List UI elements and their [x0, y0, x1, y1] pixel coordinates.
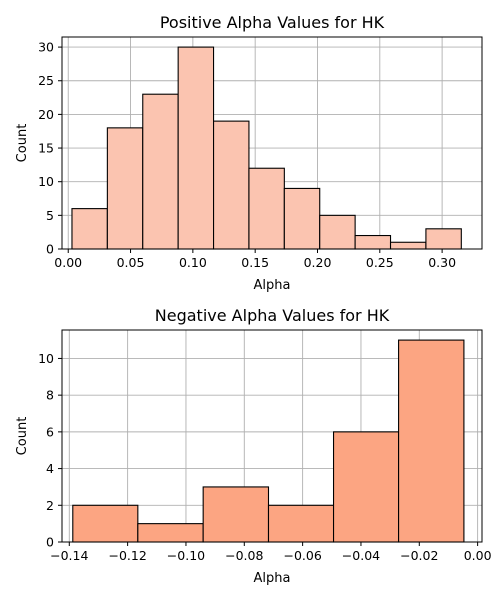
y-tick-label: 5 [46, 208, 54, 223]
axis-ticks: −0.14 −0.12 −0.10 −0.08 −0.06 −0.04 −0.02 0.00 0… [38, 351, 491, 563]
histogram-bar [72, 504, 139, 543]
y-axis-label: Count [15, 417, 30, 456]
histogram-bar [71, 208, 108, 250]
histogram-bar [398, 339, 465, 543]
negative-alpha-histogram: −0.14 −0.12 −0.10 −0.08 −0.06 −0.04 −0.02 0.00 0… [15, 306, 492, 586]
x-tick-label: 0.10 [179, 255, 207, 270]
y-tick-label: 6 [46, 424, 54, 439]
y-tick-label: 0 [46, 242, 54, 257]
histogram-bar [425, 228, 462, 250]
x-tick-label: −0.02 [400, 548, 438, 563]
x-tick-label: −0.10 [167, 548, 205, 563]
y-tick-label: 25 [38, 73, 54, 88]
plot-frame [61, 329, 483, 543]
histogram-bar [389, 241, 427, 250]
histogram-bar [212, 120, 250, 250]
y-tick-label: 4 [46, 461, 54, 476]
histogram-bar [106, 127, 144, 250]
x-tick-label: 0.30 [428, 255, 456, 270]
histogram-bar [248, 167, 285, 250]
histogram-bars [71, 46, 462, 250]
y-axis-label: Count [15, 124, 30, 163]
y-tick-label: 30 [38, 40, 54, 55]
x-tick-label: −0.08 [225, 548, 263, 563]
histogram-bar [202, 486, 270, 543]
histogram-bar [177, 46, 215, 250]
x-axis-label: Alpha [254, 571, 291, 586]
plot-frame [61, 36, 483, 250]
histogram-bar [283, 187, 321, 250]
histogram-bars [72, 339, 465, 543]
x-tick-label: −0.14 [50, 548, 88, 563]
y-tick-label: 10 [38, 174, 54, 189]
histogram-bar [137, 523, 204, 543]
histogram-bar [354, 234, 392, 250]
histogram-bar [319, 214, 356, 250]
y-tick-label: 2 [46, 498, 54, 513]
x-tick-label: 0.00 [464, 548, 492, 563]
histogram-bar [142, 93, 179, 250]
x-tick-label: −0.04 [342, 548, 380, 563]
y-tick-label: 10 [38, 351, 54, 366]
x-tick-label: 0.20 [304, 255, 332, 270]
x-tick-label: −0.12 [108, 548, 146, 563]
x-tick-label: 0.00 [54, 255, 82, 270]
x-axis-label: Alpha [254, 278, 291, 293]
y-tick-label: 20 [38, 107, 54, 122]
y-tick-label: 8 [46, 388, 54, 403]
y-tick-label: 0 [46, 535, 54, 550]
histogram-bar [267, 504, 335, 543]
chart-title: Negative Alpha Values for HK [155, 306, 390, 325]
chart-title: Positive Alpha Values for HK [160, 13, 385, 32]
x-tick-label: 0.25 [366, 255, 394, 270]
axis-ticks: 0.00 0.05 0.10 0.15 0.20 0.25 0.30 0 5 10 15 20 25 30 [38, 40, 456, 270]
x-tick-label: −0.06 [283, 548, 321, 563]
x-tick-label: 0.05 [117, 255, 145, 270]
y-tick-label: 15 [38, 141, 54, 156]
positive-alpha-histogram: 0.00 0.05 0.10 0.15 0.20 0.25 0.30 0 5 10 15 20 25 30… [15, 13, 483, 293]
x-tick-label: 0.15 [241, 255, 269, 270]
histogram-bar [332, 431, 400, 543]
